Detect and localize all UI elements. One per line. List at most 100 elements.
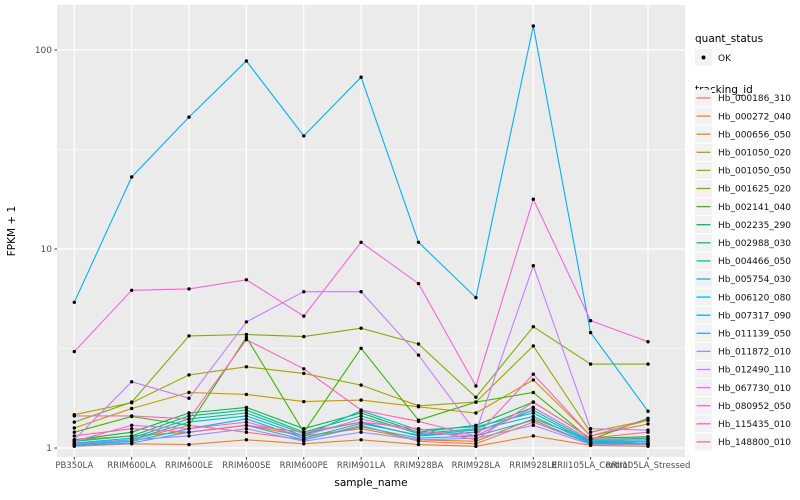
data-point — [130, 380, 134, 384]
data-point — [72, 430, 77, 434]
data-point — [244, 427, 249, 431]
data-point — [416, 281, 421, 286]
data-point — [359, 438, 363, 442]
data-point — [474, 295, 478, 300]
data-point — [531, 24, 535, 28]
data-point — [359, 420, 363, 424]
gridlines — [57, 5, 685, 457]
axis-ticks: 1 10 100 PB350LA RRIM600LA RRIM600LE RRIM600SE… — [35, 46, 691, 471]
data-point — [416, 240, 421, 244]
x-tick-label: RRII105LA_Control — [551, 461, 630, 471]
legend-item: Hb_002141_040 — [695, 198, 791, 216]
data-point — [416, 342, 421, 346]
data-point — [244, 438, 249, 442]
data-point — [187, 373, 191, 377]
data-point — [187, 390, 191, 395]
data-point — [130, 406, 134, 411]
data-point — [646, 442, 650, 447]
data-point — [187, 396, 191, 400]
data-point — [474, 430, 478, 434]
data-point — [130, 438, 134, 442]
x-tick-label: RRIM600PE — [280, 461, 328, 471]
quant-status-legend-label: OK — [718, 54, 732, 64]
data-point — [244, 414, 249, 418]
x-tick-label: RRIM928LE — [509, 461, 557, 471]
data-point — [646, 340, 650, 344]
legend-item-label: Hb_148800_010 — [718, 438, 791, 448]
legend-item: Hb_006120_080 — [695, 288, 791, 306]
x-tick-label: RRIM901LA — [337, 461, 386, 471]
data-point — [302, 439, 306, 443]
data-point — [588, 442, 593, 447]
data-point — [244, 365, 249, 369]
data-point — [531, 418, 535, 422]
data-point — [302, 427, 306, 431]
legend-item-label: Hb_005754_030 — [718, 275, 791, 285]
legend-item: Hb_000272_040 — [695, 107, 791, 125]
data-point — [302, 371, 306, 376]
data-point — [531, 400, 535, 404]
legend-item-label: Hb_011139_050 — [718, 330, 791, 340]
data-point — [130, 414, 134, 418]
data-point — [531, 411, 535, 415]
data-point — [187, 430, 191, 434]
data-point — [187, 427, 191, 431]
data-point — [416, 353, 421, 357]
legend-item-label: Hb_011872_010 — [718, 348, 791, 358]
legend-item: Hb_002988_030 — [695, 234, 791, 252]
data-point — [244, 332, 249, 337]
y-axis-title: FPKM + 1 — [6, 206, 18, 256]
data-point — [302, 399, 306, 404]
data-point — [72, 414, 77, 418]
data-point — [646, 438, 650, 442]
data-point — [302, 314, 306, 318]
data-point — [474, 442, 478, 446]
legend-item: Hb_005754_030 — [695, 270, 791, 288]
legend-item-label: Hb_001050_050 — [718, 167, 791, 177]
data-point — [244, 423, 249, 427]
data-point — [302, 434, 306, 438]
data-point — [474, 411, 478, 415]
data-point — [130, 427, 134, 431]
legend-item: Hb_004466_050 — [695, 252, 791, 270]
legend-item: Hb_115435_010 — [695, 415, 791, 433]
data-point — [416, 419, 421, 424]
data-point — [244, 335, 249, 339]
legend-item-label: Hb_001625_020 — [718, 185, 791, 195]
data-point — [302, 442, 306, 446]
legend-item: Hb_011872_010 — [695, 342, 791, 360]
data-point — [531, 405, 535, 410]
data-point — [474, 444, 478, 448]
data-point — [130, 400, 134, 404]
data-point — [72, 349, 77, 354]
data-point — [359, 240, 363, 244]
legend-item-label: Hb_002988_030 — [718, 239, 791, 249]
data-point — [187, 423, 191, 427]
y-tick-label: 100 — [35, 46, 52, 56]
quant-status-point-icon — [701, 55, 706, 60]
legend-item-label: Hb_000272_040 — [718, 112, 791, 122]
data-point — [244, 405, 249, 410]
data-point — [588, 362, 593, 366]
data-point — [416, 430, 421, 434]
data-point — [359, 430, 363, 434]
data-point — [646, 409, 650, 413]
legend-item-label: Hb_012490_110 — [718, 366, 791, 376]
tracking-id-legend-items: Hb_000186_310 Hb_000272_040 Hb_000656_050 H… — [695, 89, 791, 451]
legend-item-label: Hb_004466_050 — [718, 257, 791, 267]
data-point — [244, 417, 249, 421]
data-point — [531, 325, 535, 329]
data-point — [72, 420, 77, 424]
data-point — [187, 414, 191, 418]
legend-item: Hb_002235_290 — [695, 216, 791, 234]
x-tick-label: RRIM600LA — [107, 461, 156, 471]
data-point — [416, 427, 421, 431]
data-point — [531, 414, 535, 419]
data-point — [531, 378, 535, 382]
data-point — [244, 59, 249, 63]
data-point — [359, 75, 363, 79]
data-point — [646, 362, 650, 366]
legend-item: Hb_007317_090 — [695, 306, 791, 324]
legend-item: Hb_012490_110 — [695, 361, 791, 378]
data-point — [244, 420, 249, 424]
